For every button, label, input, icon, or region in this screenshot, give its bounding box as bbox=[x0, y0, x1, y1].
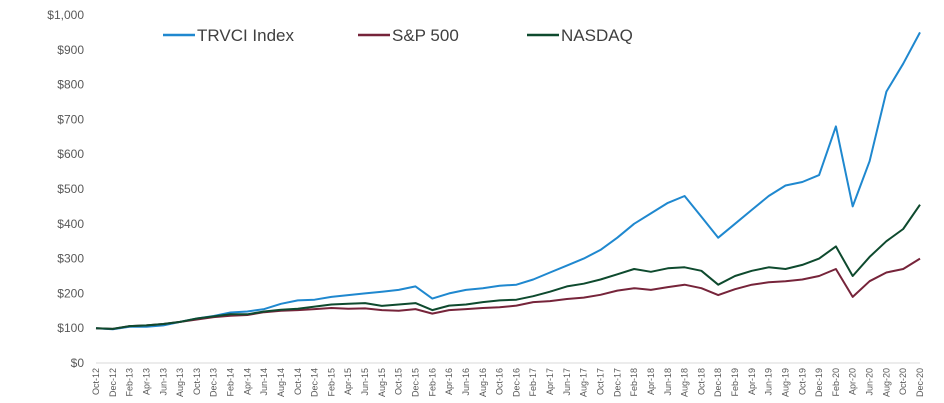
x-tick-label: Jun-13 bbox=[158, 368, 168, 396]
x-tick-label: Feb-15 bbox=[326, 368, 336, 397]
series-lines bbox=[95, 31, 921, 331]
x-tick-label: Apr-19 bbox=[747, 368, 757, 395]
x-tick-label: Feb-13 bbox=[125, 368, 135, 397]
x-tick-label: Aug-16 bbox=[478, 368, 488, 397]
x-tick-label: Dec-14 bbox=[310, 368, 320, 397]
y-tick-label: $1,000 bbox=[47, 8, 84, 22]
x-tick-label: Aug-15 bbox=[377, 368, 387, 397]
legend-label-trvci-index: TRVCI Index bbox=[197, 26, 295, 45]
x-tick-label: Jun-15 bbox=[360, 368, 370, 396]
x-tick-label: Jun-19 bbox=[764, 368, 774, 396]
x-tick-label: Oct-16 bbox=[495, 368, 505, 395]
y-tick-label: $200 bbox=[57, 286, 84, 300]
x-tick-label: Apr-17 bbox=[545, 368, 555, 395]
x-tick-label: Jun-16 bbox=[461, 368, 471, 396]
series-line-trvci-index bbox=[95, 31, 921, 331]
x-axis: Oct-12 Dec-12 Feb-13 Apr-13 Jun-13 Aug-13 Oct-… bbox=[91, 368, 925, 397]
x-tick-label: Feb-19 bbox=[730, 368, 740, 397]
x-tick-label: Feb-17 bbox=[528, 368, 538, 397]
y-tick-label: $100 bbox=[57, 321, 84, 335]
y-tick-label: $900 bbox=[57, 43, 84, 57]
y-tick-label: $600 bbox=[57, 147, 84, 161]
y-tick-label: $500 bbox=[57, 182, 84, 196]
x-tick-label: Oct-18 bbox=[696, 368, 706, 395]
y-tick-label: $800 bbox=[57, 78, 84, 92]
x-tick-label: Oct-13 bbox=[192, 368, 202, 395]
x-tick-label: Feb-14 bbox=[226, 368, 236, 397]
x-tick-label: Dec-17 bbox=[612, 368, 622, 397]
x-tick-label: Dec-16 bbox=[511, 368, 521, 397]
x-tick-label: Oct-14 bbox=[293, 368, 303, 395]
x-tick-label: Aug-18 bbox=[680, 368, 690, 397]
x-tick-label: Aug-17 bbox=[579, 368, 589, 397]
x-tick-label: Aug-13 bbox=[175, 368, 185, 397]
legend: TRVCI Index S&P 500 NASDAQ bbox=[163, 26, 633, 45]
x-tick-label: Oct-20 bbox=[898, 368, 908, 395]
series-line-s-p-500 bbox=[95, 257, 921, 330]
x-tick-label: Jun-14 bbox=[259, 368, 269, 396]
y-tick-label: $700 bbox=[57, 112, 84, 126]
x-tick-label: Dec-18 bbox=[713, 368, 723, 397]
x-tick-label: Oct-15 bbox=[394, 368, 404, 395]
x-tick-label: Aug-19 bbox=[780, 368, 790, 397]
x-tick-label: Jun-18 bbox=[663, 368, 673, 396]
x-tick-label: Apr-15 bbox=[343, 368, 353, 395]
x-tick-label: Apr-20 bbox=[848, 368, 858, 395]
x-tick-label: Jun-17 bbox=[562, 368, 572, 396]
x-tick-label: Dec-12 bbox=[108, 368, 118, 397]
x-tick-label: Apr-13 bbox=[141, 368, 151, 395]
x-tick-label: Oct-19 bbox=[797, 368, 807, 395]
x-tick-label: Dec-20 bbox=[915, 368, 925, 397]
x-tick-label: Apr-14 bbox=[242, 368, 252, 395]
y-tick-label: $300 bbox=[57, 252, 84, 266]
legend-label-s-p-500: S&P 500 bbox=[392, 26, 459, 45]
x-tick-label: Jun-20 bbox=[865, 368, 875, 396]
x-tick-label: Dec-13 bbox=[209, 368, 219, 397]
x-tick-label: Dec-15 bbox=[411, 368, 421, 397]
x-tick-label: Feb-20 bbox=[831, 368, 841, 397]
x-tick-label: Apr-18 bbox=[646, 368, 656, 395]
x-tick-label: Oct-17 bbox=[595, 368, 605, 395]
y-tick-label: $400 bbox=[57, 217, 84, 231]
x-tick-label: Feb-16 bbox=[427, 368, 437, 397]
x-tick-label: Aug-14 bbox=[276, 368, 286, 397]
x-tick-label: Aug-20 bbox=[881, 368, 891, 397]
x-tick-label: Dec-19 bbox=[814, 368, 824, 397]
x-tick-label: Feb-18 bbox=[629, 368, 639, 397]
y-axis: $0 $100 $200 $300 $400 $500 $600 $700 $800 $900 $1… bbox=[47, 8, 84, 370]
y-tick-label: $0 bbox=[71, 356, 85, 370]
x-tick-label: Apr-16 bbox=[444, 368, 454, 395]
legend-label-nasdaq: NASDAQ bbox=[561, 26, 633, 45]
series-line-nasdaq bbox=[95, 204, 921, 330]
x-tick-label: Oct-12 bbox=[91, 368, 101, 395]
